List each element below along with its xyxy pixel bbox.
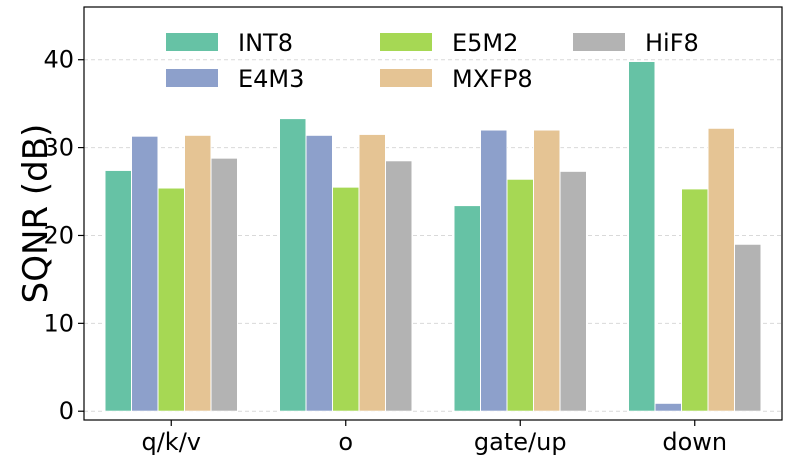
bar-e4m3-q-k-v: [131, 135, 159, 412]
bar-e5m2-gate-up: [506, 178, 534, 412]
legend-swatch: [166, 69, 218, 87]
x-tick-label: gate/up: [474, 428, 567, 456]
legend-label: HiF8: [645, 29, 699, 57]
x-tick-label: down: [662, 428, 727, 456]
bar-mxfp8-down: [707, 127, 735, 412]
bar-int8-down: [628, 60, 656, 412]
bar-mxfp8-q-k-v: [184, 134, 212, 412]
y-tick-label: 0: [59, 397, 74, 425]
legend-swatch: [380, 33, 432, 51]
x-tick-label: q/k/v: [141, 428, 201, 456]
legend-label: E5M2: [452, 29, 518, 57]
bar-e4m3-gate-up: [480, 129, 508, 412]
legend: INT8 E4M3 E5M2 MXFP8 HiF8: [166, 29, 699, 93]
bar-int8-o: [279, 118, 307, 412]
legend-swatch: [166, 33, 218, 51]
y-axis-title: SQNR (dB): [16, 124, 56, 304]
legend-item-int8: INT8: [166, 29, 293, 57]
bar-e5m2-down: [681, 188, 709, 412]
bar-int8-q-k-v: [104, 169, 132, 412]
legend-label: MXFP8: [452, 65, 533, 93]
x-axis-ticks: q/k/v o gate/up down: [141, 420, 727, 456]
y-tick-label: 30: [43, 134, 74, 162]
bar-e5m2-o: [332, 186, 360, 412]
x-tick-label: o: [338, 428, 353, 456]
legend-swatch: [380, 69, 432, 87]
bar-e4m3-down: [654, 402, 682, 412]
legend-label: INT8: [238, 29, 293, 57]
legend-label: E4M3: [238, 65, 304, 93]
bars: [104, 60, 762, 412]
legend-item-mxfp8: MXFP8: [380, 65, 533, 93]
bar-hif8-down: [734, 243, 762, 412]
y-tick-label: 10: [43, 309, 74, 337]
bar-int8-gate-up: [453, 205, 481, 412]
legend-item-hif8: HiF8: [573, 29, 699, 57]
bar-e4m3-o: [305, 134, 333, 412]
bar-mxfp8-gate-up: [533, 129, 561, 412]
bar-hif8-gate-up: [559, 170, 587, 412]
y-axis-ticks: 0 10 20 30 40: [43, 46, 84, 425]
y-tick-label: 40: [43, 46, 74, 74]
legend-item-e4m3: E4M3: [166, 65, 304, 93]
bar-hif8-q-k-v: [210, 157, 238, 412]
legend-item-e5m2: E5M2: [380, 29, 518, 57]
legend-swatch: [573, 33, 625, 51]
bar-hif8-o: [385, 160, 413, 412]
y-tick-label: 20: [43, 221, 74, 249]
plot-frame: [83, 6, 783, 421]
bar-mxfp8-o: [358, 133, 386, 412]
bar-e5m2-q-k-v: [157, 187, 185, 412]
